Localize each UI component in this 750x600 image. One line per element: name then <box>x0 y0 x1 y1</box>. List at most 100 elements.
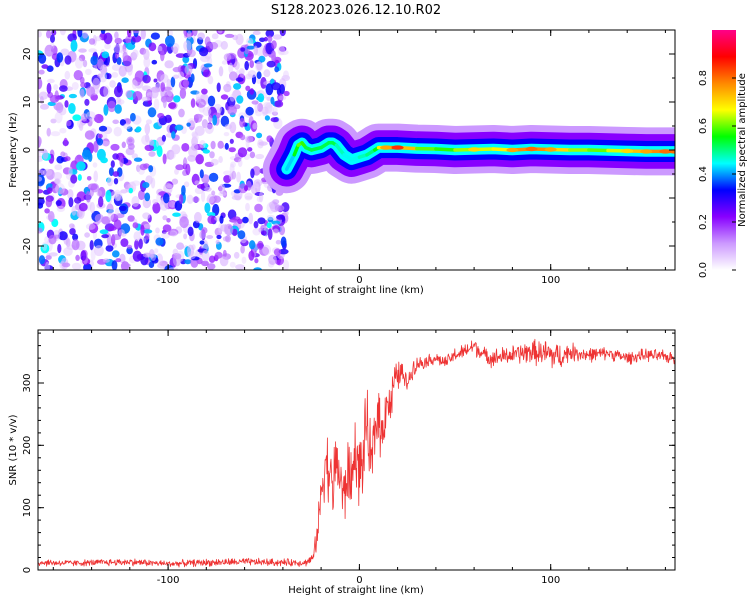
noise-blob <box>116 57 122 65</box>
noise-blob <box>144 123 151 135</box>
noise-blob <box>202 69 211 78</box>
noise-blob <box>85 191 92 203</box>
noise-blob <box>182 56 190 64</box>
noise-blob <box>184 259 192 265</box>
noise-blob <box>40 103 49 110</box>
noise-blob <box>121 263 131 268</box>
noise-blob <box>229 93 236 102</box>
noise-blob <box>84 130 95 140</box>
noise-blob <box>80 250 87 261</box>
noise-blob <box>242 216 249 224</box>
noise-blob <box>145 119 153 125</box>
noise-blob <box>183 40 192 52</box>
noise-blob <box>123 123 131 130</box>
noise-blob <box>140 224 145 236</box>
noise-blob <box>271 40 277 49</box>
noise-blob <box>264 115 270 121</box>
noise-blob <box>246 37 254 46</box>
noise-blob <box>238 68 245 75</box>
noise-blob <box>131 35 142 43</box>
noise-blob <box>130 112 136 122</box>
noise-blob <box>249 88 255 95</box>
noise-blob <box>118 205 127 212</box>
noise-blob <box>160 49 165 62</box>
noise-blob <box>250 184 258 195</box>
noise-blob <box>48 211 55 223</box>
noise-blob <box>78 122 84 131</box>
noise-blob <box>266 135 273 143</box>
noise-blob <box>266 202 276 214</box>
noise-blob <box>67 189 74 200</box>
noise-blob <box>219 183 226 195</box>
noise-blob <box>166 184 174 189</box>
noise-blob <box>44 261 50 270</box>
noise-blob <box>60 48 70 56</box>
noise-blob <box>113 43 124 54</box>
noise-blob <box>208 172 219 182</box>
noise-blob <box>74 197 82 204</box>
noise-blob <box>72 233 79 241</box>
noise-blob <box>64 100 69 108</box>
noise-blob <box>207 95 216 107</box>
noise-blob <box>110 160 115 168</box>
noise-blob <box>173 74 179 79</box>
noise-blob <box>157 262 167 269</box>
noise-blob <box>201 250 210 262</box>
noise-blob <box>274 100 284 108</box>
noise-blob <box>244 192 253 200</box>
colorbar-gradient <box>712 30 736 270</box>
noise-blob <box>172 248 179 256</box>
noise-blob <box>76 161 86 171</box>
noise-blob <box>252 122 258 130</box>
noise-blob <box>272 199 280 205</box>
noise-blob <box>240 245 245 254</box>
noise-blob <box>187 244 195 257</box>
noise-blob <box>71 206 77 216</box>
noise-blob <box>194 180 200 185</box>
noise-blob <box>113 219 122 230</box>
noise-blob <box>79 88 85 98</box>
noise-blob <box>199 140 206 149</box>
noise-blob <box>249 151 256 159</box>
noise-blob <box>263 69 271 78</box>
noise-blob <box>190 256 200 261</box>
noise-blob <box>278 95 287 101</box>
noise-blob <box>223 83 232 93</box>
y-tick-label: 300 <box>22 373 33 392</box>
noise-blob <box>171 178 179 185</box>
noise-blob <box>136 164 141 172</box>
noise-blob <box>155 137 162 148</box>
noise-blob <box>78 202 88 212</box>
noise-blob <box>111 260 118 270</box>
noise-blob <box>195 154 204 165</box>
noise-blob <box>149 139 155 146</box>
noise-blob <box>222 249 227 258</box>
noise-blob <box>237 147 248 158</box>
noise-blob <box>245 106 254 116</box>
noise-blob <box>139 163 148 171</box>
noise-blob <box>266 96 272 101</box>
noise-blob <box>131 79 138 90</box>
noise-blob <box>141 135 151 145</box>
noise-blob <box>272 111 278 116</box>
noise-blob <box>84 232 90 238</box>
noise-blob <box>131 153 138 160</box>
noise-blob <box>82 59 88 68</box>
noise-blob <box>38 197 45 206</box>
noise-blob <box>214 251 223 259</box>
noise-blob <box>246 45 256 50</box>
noise-blob <box>54 164 63 171</box>
noise-blob <box>233 83 242 90</box>
noise-blob <box>127 215 135 222</box>
y-tick-label: 100 <box>22 498 33 517</box>
noise-blob <box>212 114 218 126</box>
noise-blob <box>152 202 161 214</box>
noise-blob <box>142 85 149 91</box>
noise-blob <box>148 261 155 268</box>
noise-blob <box>120 189 128 194</box>
noise-blob <box>77 174 82 181</box>
noise-blob <box>171 131 176 139</box>
noise-blob <box>210 140 216 150</box>
noise-blob <box>190 143 199 151</box>
noise-blob <box>204 181 209 188</box>
